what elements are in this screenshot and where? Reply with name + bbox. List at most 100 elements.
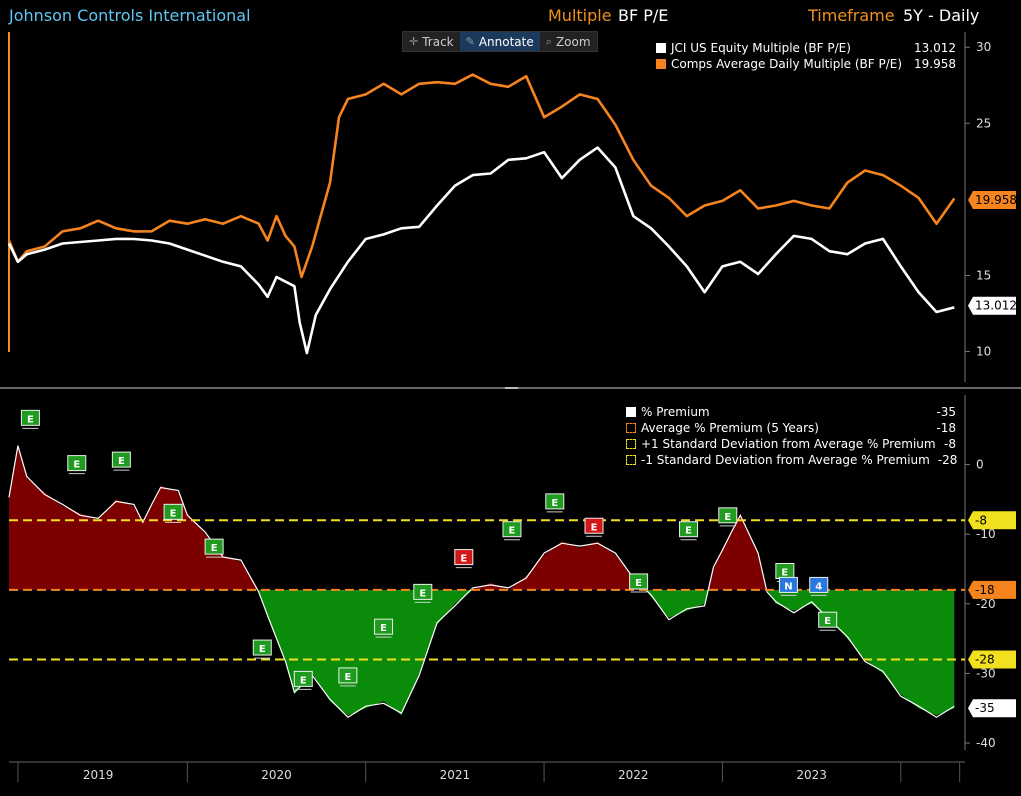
earnings-event-badge[interactable]: E bbox=[111, 451, 131, 471]
bottom-y-tick-label: -40 bbox=[976, 736, 996, 750]
legend-item[interactable]: -1 Standard Deviation from Average % Pre… bbox=[620, 452, 962, 468]
badge-label: E bbox=[419, 588, 426, 599]
earnings-event-badge[interactable]: E bbox=[502, 521, 522, 541]
top-series bbox=[7, 73, 956, 355]
badge-box bbox=[338, 667, 358, 684]
minus-std-value-tag-text: -28 bbox=[975, 653, 995, 667]
legend-value: 13.012 bbox=[914, 41, 956, 55]
badge-box bbox=[20, 409, 40, 426]
plus-std-value-tag: -8 bbox=[968, 511, 1016, 530]
earnings-event-badge[interactable]: E bbox=[338, 667, 358, 687]
badge-box bbox=[374, 618, 394, 635]
x-tick-label: 2020 bbox=[261, 768, 292, 782]
comps-last-value-tag-text: 19.958 bbox=[975, 193, 1017, 207]
badge-box bbox=[718, 507, 738, 524]
badge-label: E bbox=[460, 554, 467, 565]
legend-item[interactable]: Average % Premium (5 Years) -18 bbox=[620, 420, 962, 436]
legend-swatch-plus-std bbox=[626, 439, 636, 449]
comps-multiple-line bbox=[7, 73, 956, 279]
crosshair-icon: ✛ bbox=[409, 35, 419, 48]
earnings-event-badge[interactable]: E bbox=[20, 409, 40, 429]
earnings-event-badge[interactable]: E bbox=[545, 493, 565, 513]
badge-label: E bbox=[73, 460, 80, 471]
zoom-button[interactable]: ⌕ Zoom bbox=[540, 32, 597, 51]
badge-label: 4 bbox=[815, 581, 822, 592]
premium-area-above-average bbox=[9, 443, 955, 590]
legend-item[interactable]: JCI US Equity Multiple (BF P/E) 13.012 bbox=[650, 40, 962, 56]
earnings-event-badge[interactable]: E bbox=[204, 538, 224, 558]
badge-box bbox=[679, 521, 699, 538]
earnings-event-badge[interactable]: 4 bbox=[809, 576, 829, 596]
badge-box bbox=[818, 611, 838, 628]
badge-label: E bbox=[824, 616, 831, 627]
legend-value: -28 bbox=[937, 453, 958, 467]
timeframe-value[interactable]: 5Y - Daily bbox=[903, 6, 980, 25]
badge-box bbox=[809, 576, 829, 593]
legend-value: -8 bbox=[944, 437, 956, 451]
annotate-button[interactable]: ✎ Annotate bbox=[459, 32, 540, 51]
legend-swatch-comps bbox=[656, 59, 666, 69]
x-tick-label: 2021 bbox=[440, 768, 471, 782]
earnings-event-badge[interactable]: E bbox=[718, 507, 738, 527]
legend-swatch-premium bbox=[626, 407, 636, 417]
reference-lines bbox=[9, 519, 965, 661]
earnings-event-badge[interactable]: E bbox=[818, 611, 838, 631]
earnings-event-badge[interactable]: E bbox=[629, 573, 649, 593]
legend-item[interactable]: Comps Average Daily Multiple (BF P/E) 19… bbox=[650, 56, 962, 72]
earnings-event-badge[interactable]: E bbox=[584, 517, 604, 537]
chart-header: Johnson Controls International Multiple … bbox=[0, 0, 1021, 32]
pencil-icon: ✎ bbox=[465, 35, 475, 48]
badge-box bbox=[413, 583, 433, 600]
badge-label: E bbox=[724, 512, 731, 523]
jci-last-value-tag: 13.012 bbox=[968, 296, 1017, 315]
legend-item[interactable]: +1 Standard Deviation from Average % Pre… bbox=[620, 436, 962, 452]
premium-value-tag-box bbox=[968, 699, 1016, 718]
earnings-event-badge[interactable]: E bbox=[163, 503, 183, 523]
top-y-tick-label: 10 bbox=[976, 345, 991, 359]
earnings-event-badge[interactable]: E bbox=[454, 549, 474, 569]
badge-label: E bbox=[685, 526, 692, 537]
earnings-event-badge[interactable]: N bbox=[778, 576, 798, 596]
top-y-tick-label: 25 bbox=[976, 116, 991, 130]
legend-label: +1 Standard Deviation from Average % Pre… bbox=[641, 437, 936, 451]
legend-label: -1 Standard Deviation from Average % Pre… bbox=[641, 453, 930, 467]
badge-box bbox=[629, 573, 649, 590]
multiple-value[interactable]: BF P/E bbox=[618, 6, 669, 25]
magnifier-icon: ⌕ bbox=[545, 34, 552, 48]
chart-toolbar: ✛ Track ✎ Annotate ⌕ Zoom bbox=[402, 31, 598, 52]
badge-box bbox=[252, 639, 272, 656]
average-value-tag: -18 bbox=[968, 580, 1016, 599]
earnings-event-badge[interactable]: E bbox=[252, 639, 272, 659]
badge-box bbox=[67, 455, 87, 472]
legend-top: JCI US Equity Multiple (BF P/E) 13.012 C… bbox=[650, 40, 962, 72]
jci-multiple-line bbox=[7, 146, 955, 355]
earnings-event-badge[interactable]: E bbox=[413, 583, 433, 603]
legend-value: 19.958 bbox=[914, 57, 956, 71]
legend-item[interactable]: % Premium -35 bbox=[620, 404, 962, 420]
earnings-event-badge[interactable]: E bbox=[374, 618, 394, 638]
legend-label: Comps Average Daily Multiple (BF P/E) bbox=[671, 57, 903, 71]
badge-box bbox=[545, 493, 565, 510]
bottom-y-tick-label: 0 bbox=[976, 458, 984, 472]
track-button[interactable]: ✛ Track bbox=[403, 32, 460, 51]
badge-label: E bbox=[591, 522, 598, 533]
earnings-event-badge[interactable]: E bbox=[67, 455, 87, 475]
legend-swatch-minus-std bbox=[626, 455, 636, 465]
jci-last-value-tag-text: 13.012 bbox=[975, 299, 1017, 313]
legend-swatch-jci bbox=[656, 43, 666, 53]
earnings-event-badge[interactable]: E bbox=[679, 521, 699, 541]
average-value-tag-box bbox=[968, 580, 1016, 599]
bottom-y-tick-label: -10 bbox=[976, 527, 996, 541]
badge-label: E bbox=[118, 456, 125, 467]
zoom-label: Zoom bbox=[555, 34, 591, 49]
plus-std-value-tag-box bbox=[968, 511, 1016, 530]
x-tick-label: 2019 bbox=[83, 768, 114, 782]
x-tick-label: 2023 bbox=[796, 768, 827, 782]
earnings-event-badge[interactable]: E bbox=[293, 670, 313, 690]
timeframe-label: Timeframe bbox=[808, 6, 895, 25]
badge-box bbox=[584, 517, 604, 534]
badge-label: E bbox=[259, 644, 266, 655]
badge-label: E bbox=[170, 508, 177, 519]
